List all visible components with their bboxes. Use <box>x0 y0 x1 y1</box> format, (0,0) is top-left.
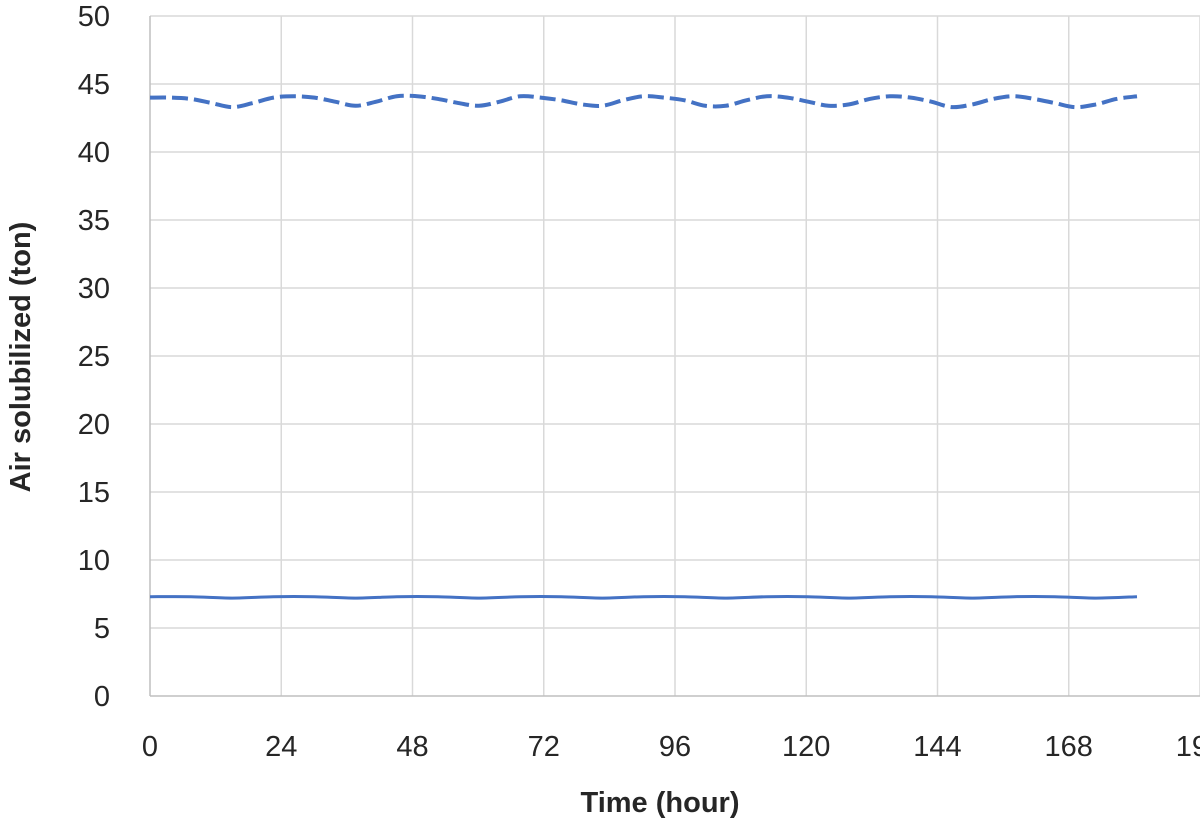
x-tick-label: 120 <box>782 731 830 763</box>
y-tick-label: 35 <box>78 205 110 237</box>
y-tick-label: 10 <box>78 545 110 577</box>
y-tick-label: 15 <box>78 477 110 509</box>
gridlines <box>150 15 1200 696</box>
x-tick-label: 72 <box>528 731 560 763</box>
y-tick-label: 5 <box>94 613 110 645</box>
y-tick-label: 45 <box>78 69 110 101</box>
y-tick-label: 30 <box>78 273 110 305</box>
x-tick-label: 96 <box>659 731 691 763</box>
data-series <box>149 93 1138 600</box>
series-line-1-dashed <box>149 93 1138 110</box>
y-tick-label: 50 <box>78 1 110 33</box>
x-axis-title: Time (hour) <box>581 787 740 819</box>
x-tick-label: 0 <box>142 731 158 763</box>
y-tick-label: 20 <box>78 409 110 441</box>
y-tick-label: 25 <box>78 341 110 373</box>
x-tick-label: 48 <box>396 731 428 763</box>
x-tick-label: 168 <box>1045 731 1093 763</box>
y-tick-label: 0 <box>94 681 110 713</box>
y-tick-label: 40 <box>78 137 110 169</box>
x-tick-label: 24 <box>265 731 297 763</box>
tick-labels: 0 5 10 15 20 25 30 35 40 45 50 0 24 48 72 96 120 144 168 19… <box>78 1 1200 763</box>
x-tick-label: 144 <box>913 731 961 763</box>
axes <box>149 16 1200 697</box>
series-line-2-solid <box>149 595 1138 600</box>
y-axis-title: Air solubilized (ton) <box>5 222 37 493</box>
x-tick-label: 192 <box>1176 731 1200 763</box>
